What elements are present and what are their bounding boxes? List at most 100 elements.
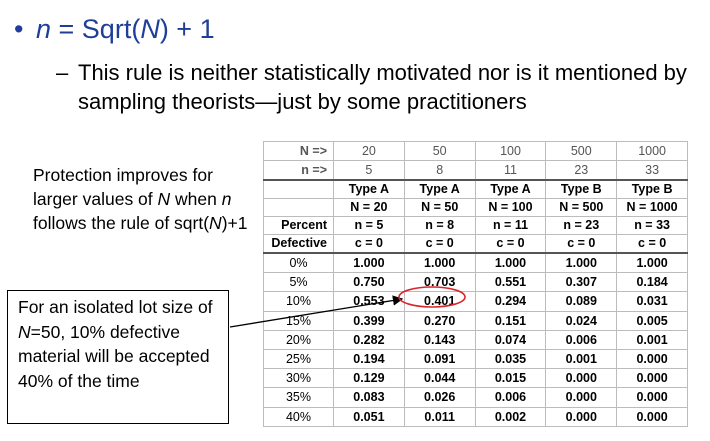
lot-size-row: N => 20 50 100 500 1000 (263, 141, 688, 161)
plan-type-row: Type A Type A Type A Type B Type B (263, 179, 688, 199)
percent-defective-cell: 25% (263, 349, 334, 370)
acceptance-probability-cell: 0.000 (545, 368, 618, 389)
plan-type-row-cell: Type B (616, 179, 688, 199)
acceptance-probability-cell: 0.000 (545, 387, 618, 408)
percent-defective-cell: 35% (263, 387, 334, 408)
callout-N: N (18, 321, 31, 342)
acceptance-probability-cell: 1.000 (474, 252, 547, 274)
callout-box: For an isolated lot size of N=50, 10% de… (7, 290, 229, 424)
plan-n-row-cell: n = 33 (616, 216, 688, 235)
callout-part: =50, 10% defective material will be acce… (18, 321, 210, 391)
acceptance-probability-cell: 0.143 (403, 329, 476, 351)
plan-n-row-cell: n = 11 (474, 216, 547, 235)
lot-size-row-cell: 100 (474, 141, 547, 161)
acceptance-probability-cell: 0.750 (333, 272, 405, 293)
plan-c-row-cell: c = 0 (616, 234, 688, 254)
plan-c-row-cell: c = 0 (333, 234, 405, 254)
acceptance-probability-cell: 0.270 (403, 310, 476, 331)
probability-row: 15% 0.399 0.270 0.151 0.024 0.005 (263, 310, 688, 331)
acceptance-probability-cell: 0.553 (333, 291, 405, 312)
acceptance-probability-cell: 0.282 (333, 329, 405, 351)
acceptance-probability-cell: 0.026 (403, 387, 476, 408)
formula-N: N (140, 14, 160, 44)
note-N: N (157, 189, 171, 209)
bullet-dot: • (14, 14, 24, 44)
sample-size-row-label: n => (263, 160, 334, 181)
probability-row: 30% 0.129 0.044 0.015 0.000 0.000 (263, 368, 688, 389)
acceptance-probability-cell: 0.001 (545, 349, 618, 370)
plan-c-row-label: Defective (263, 234, 334, 254)
plan-n-row-label: Percent (263, 216, 334, 235)
plan-c-row-cell: c = 0 (545, 234, 618, 254)
lot-size-row-label: N => (263, 141, 334, 161)
plan-N-row: N = 20 N = 50 N = 100 N = 500 N = 1000 (263, 198, 688, 217)
probability-row: 25% 0.194 0.091 0.035 0.001 0.000 (263, 349, 688, 370)
acceptance-probability-cell: 0.001 (616, 329, 688, 351)
plan-N-row-cell: N = 1000 (616, 198, 688, 217)
probability-row: 20% 0.282 0.143 0.074 0.006 0.001 (263, 329, 688, 351)
acceptance-probability-cell: 0.031 (616, 291, 688, 312)
acceptance-probability-cell: 0.024 (545, 310, 618, 331)
lot-size-row-cell: 20 (333, 141, 405, 161)
percent-defective-cell: 20% (263, 329, 334, 351)
probability-row: 5% 0.750 0.703 0.551 0.307 0.184 (263, 272, 688, 293)
acceptance-probability-cell: 0.006 (474, 387, 547, 408)
callout-part: For an isolated lot size of (18, 297, 213, 317)
plan-type-row-cell: Type A (403, 179, 476, 199)
acceptance-probability-cell: 0.184 (616, 272, 688, 293)
acceptance-probability-cell: 0.000 (616, 406, 688, 427)
probability-row: 35% 0.083 0.026 0.006 0.000 0.000 (263, 387, 688, 408)
formula-eq1: = Sqrt( (51, 14, 141, 44)
acceptance-probability-cell: 0.089 (545, 291, 618, 312)
sub-bullet-text: This rule is neither statistically motiv… (78, 60, 687, 114)
acceptance-probability-cell: 0.002 (474, 406, 547, 427)
acceptance-probability-cell: 0.294 (474, 291, 547, 312)
formula-eq2: ) + 1 (159, 14, 215, 44)
plan-type-row-cell: Type B (545, 179, 618, 199)
plan-N-row-cell: N = 50 (403, 198, 476, 217)
oc-table: N => 20 50 100 500 1000 n => 5 8 11 23 33 Type A Type… (263, 141, 688, 427)
acceptance-probability-cell: 0.000 (616, 349, 688, 370)
formula-n: n (36, 14, 52, 44)
sub-bullet-dash: – (56, 60, 69, 85)
sample-size-row-cell: 33 (616, 160, 688, 181)
acceptance-probability-cell: 0.035 (474, 349, 547, 370)
acceptance-probability-cell: 0.015 (474, 368, 547, 389)
oc-table-container: N => 20 50 100 500 1000 n => 5 8 11 23 33 Type A Type… (263, 141, 688, 427)
sample-size-row-cell: 8 (403, 160, 476, 181)
sub-bullet: – This rule is neither statistically mot… (56, 58, 696, 116)
acceptance-probability-cell: 0.551 (474, 272, 547, 293)
note-part: follows the rule of sqrt( (33, 213, 210, 233)
note-part: Protection improves for larger values of (33, 165, 213, 209)
plan-c-row-cell: c = 0 (403, 234, 476, 254)
sample-size-row-cell: 23 (545, 160, 618, 181)
lot-size-row-cell: 50 (403, 141, 476, 161)
sample-size-row: n => 5 8 11 23 33 (263, 160, 688, 181)
probability-row: 10% 0.553 0.401 0.294 0.089 0.031 (263, 291, 688, 312)
note-part: when (170, 189, 222, 209)
plan-N-row-cell: N = 500 (545, 198, 618, 217)
percent-defective-cell: 40% (263, 406, 334, 427)
sample-size-row-cell: 5 (333, 160, 405, 181)
note-N: N (209, 213, 222, 233)
acceptance-probability-cell: 0.006 (545, 329, 618, 351)
note-n: n (221, 189, 232, 209)
percent-defective-cell: 30% (263, 368, 334, 389)
acceptance-probability-cell: 0.005 (616, 310, 688, 331)
percent-defective-cell: 10% (263, 291, 334, 312)
acceptance-probability-cell: 0.091 (403, 349, 476, 370)
main-bullet: • n = Sqrt(N) + 1 (14, 13, 215, 45)
acceptance-probability-cell: 0.044 (403, 368, 476, 389)
acceptance-probability-cell: 0.000 (545, 406, 618, 427)
plan-n-row-cell: n = 5 (333, 216, 405, 235)
acceptance-probability-cell: 0.000 (616, 368, 688, 389)
acceptance-probability-cell: 0.399 (333, 310, 405, 331)
percent-defective-cell: 5% (263, 272, 334, 293)
note-part: )+1 (221, 213, 248, 233)
plan-n-row-cell: n = 23 (545, 216, 618, 235)
acceptance-probability-cell: 0.011 (403, 406, 476, 427)
probability-row: 40% 0.051 0.011 0.002 0.000 0.000 (263, 406, 688, 427)
